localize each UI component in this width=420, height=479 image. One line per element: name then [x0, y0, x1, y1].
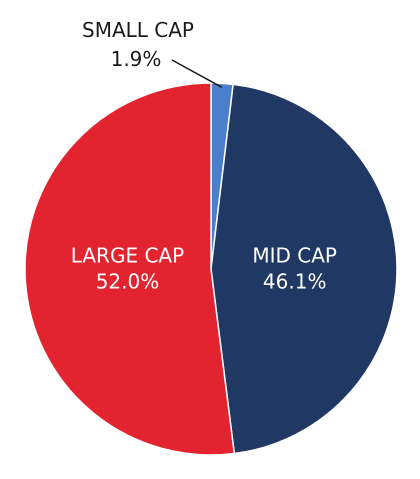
small-cap-name: SMALL CAP — [82, 18, 194, 42]
mid-cap-label: MID CAP 46.1% — [252, 244, 337, 294]
pie-slices — [24, 82, 398, 456]
large-cap-label: LARGE CAP 52.0% — [71, 243, 184, 293]
mid-cap-percent: 46.1% — [263, 270, 327, 294]
large-cap-name: LARGE CAP — [71, 243, 184, 267]
large-cap-percent: 52.0% — [96, 269, 160, 293]
mid-cap-name: MID CAP — [252, 244, 337, 268]
small-cap-leader-line — [171, 59, 223, 88]
small-cap-percent: 1.9% — [111, 47, 162, 71]
small-cap-label: SMALL CAP 1.9% — [82, 18, 194, 71]
pie-slice-mid-cap — [210, 83, 398, 455]
pie-slice-large-cap — [24, 82, 236, 456]
